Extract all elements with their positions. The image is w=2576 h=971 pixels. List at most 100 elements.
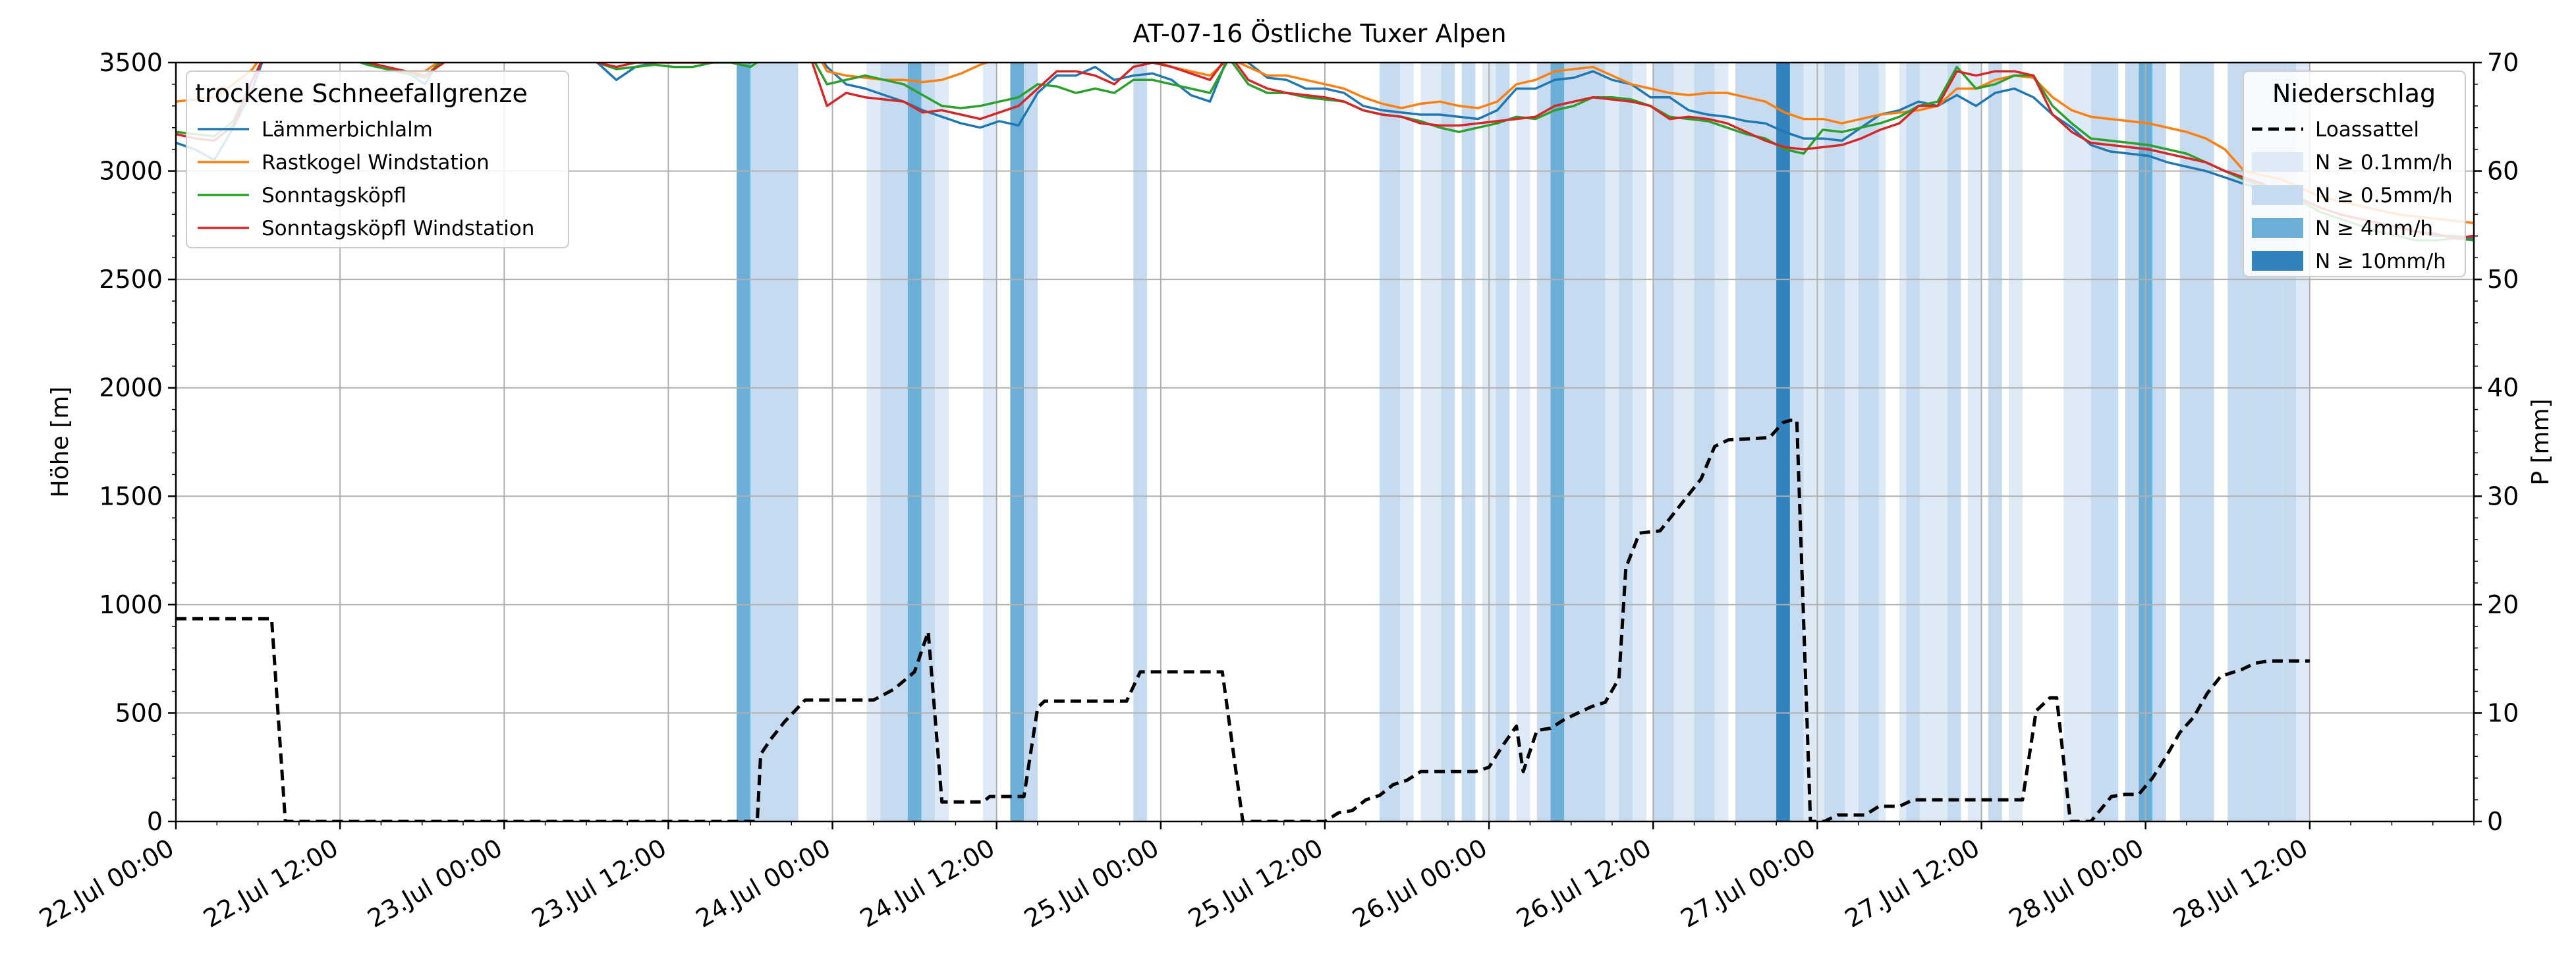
legend-snowline-label: Lämmerbichlalm bbox=[262, 118, 433, 142]
precip-band bbox=[2152, 63, 2166, 821]
precip-band bbox=[894, 63, 908, 821]
y-tick-label: 3000 bbox=[99, 157, 163, 186]
y-tick-label: 3500 bbox=[99, 48, 163, 77]
precip-band bbox=[1420, 63, 1442, 821]
series-layer bbox=[176, 63, 2474, 821]
y2-tick-label: 10 bbox=[2487, 698, 2519, 727]
y-tick-label: 1500 bbox=[99, 482, 163, 511]
precip-band bbox=[2227, 63, 2242, 821]
legend-precip-label: N ≥ 4mm/h bbox=[2315, 217, 2433, 240]
precip-band bbox=[1400, 63, 1414, 821]
series-line bbox=[595, 63, 2474, 240]
precip-band bbox=[1906, 63, 1920, 821]
precip-band bbox=[2104, 63, 2119, 821]
legend-snowline-entries: Lämmerbichlalm Rastkogel Windstation Sonnt… bbox=[198, 118, 534, 240]
series-line bbox=[176, 418, 2310, 821]
precip-band bbox=[921, 63, 936, 821]
legend-precip-label: N ≥ 0.5mm/h bbox=[2315, 184, 2453, 208]
precip-band bbox=[1496, 63, 1510, 821]
precip-band bbox=[1536, 63, 1551, 821]
precip-band bbox=[1564, 63, 1579, 821]
chart-title: AT-07-16 Östliche Tuxer Alpen bbox=[1133, 19, 1506, 48]
precip-band bbox=[1694, 63, 1715, 821]
y-tick-label: 1000 bbox=[99, 590, 163, 619]
y2-tick-label: 50 bbox=[2487, 265, 2519, 294]
precip-band bbox=[1673, 63, 1694, 821]
precip-band bbox=[982, 63, 997, 821]
precip-band bbox=[750, 63, 798, 821]
y-tick-label: 2500 bbox=[99, 265, 163, 294]
y2-tick-label: 60 bbox=[2487, 157, 2519, 186]
legend-precipitation: Niederschlag Loassattel N ≥ 0.1mm/h N ≥ 0.… bbox=[2243, 70, 2466, 277]
precip-band bbox=[907, 63, 922, 821]
precip-band bbox=[1824, 63, 1845, 821]
precip-band bbox=[1619, 63, 1633, 821]
legend-precip-label: N ≥ 10mm/h bbox=[2315, 250, 2446, 273]
precip-band bbox=[2090, 63, 2105, 821]
precip-band bbox=[1578, 63, 1606, 821]
precip-band bbox=[2125, 63, 2139, 821]
y2-axis-label: P [mm] bbox=[2527, 399, 2554, 485]
precip-band bbox=[1605, 63, 1619, 821]
precip-band bbox=[2179, 63, 2214, 821]
precip-band bbox=[1735, 63, 1756, 821]
y2-tick-label: 40 bbox=[2487, 374, 2519, 402]
y-tick-label: 2000 bbox=[99, 374, 163, 402]
precip-band bbox=[1858, 63, 1879, 821]
legend-snowline-label: Rastkogel Windstation bbox=[262, 151, 490, 175]
precip-band bbox=[1024, 63, 1038, 821]
precip-band bbox=[935, 63, 949, 821]
legend-snowline-box bbox=[186, 70, 569, 248]
precip-band bbox=[1516, 63, 1530, 821]
precip-band bbox=[2009, 63, 2023, 821]
legend-snowline-title: trockene Schneefallgrenze bbox=[195, 79, 528, 108]
legend-precip-swatch bbox=[2252, 251, 2303, 271]
precip-band bbox=[2077, 63, 2091, 821]
y2-tick-label: 70 bbox=[2487, 48, 2519, 77]
precip-band bbox=[1933, 63, 1947, 821]
precip-band bbox=[1653, 63, 1674, 821]
series-line bbox=[595, 63, 2474, 240]
precip-band bbox=[1756, 63, 1777, 821]
y2-tick-label: 20 bbox=[2487, 590, 2519, 619]
precip-band bbox=[1441, 63, 1455, 821]
precip-band bbox=[1967, 63, 1982, 821]
precip-band bbox=[1920, 63, 1934, 821]
legend-precip-label: N ≥ 0.1mm/h bbox=[2315, 151, 2453, 175]
precip-band bbox=[866, 63, 881, 821]
precip-band bbox=[1010, 63, 1024, 821]
precip-band bbox=[1899, 63, 1907, 821]
legend-precipitation-entries: Loassattel N ≥ 0.1mm/h N ≥ 0.5mm/h N ≥ 4mm/… bbox=[2252, 118, 2453, 273]
legend-precip-swatch bbox=[2252, 185, 2303, 205]
legend-precip-swatch bbox=[2252, 218, 2303, 238]
precip-band bbox=[1380, 63, 1401, 821]
y2-tick-label: 0 bbox=[2487, 807, 2503, 836]
precip-band bbox=[1878, 63, 1886, 821]
precip-band bbox=[737, 63, 750, 821]
precip-bands bbox=[737, 63, 2310, 821]
legend-snowline-label: Sonntagsköpfl Windstation bbox=[262, 217, 534, 240]
precip-band bbox=[1633, 63, 1646, 821]
precip-band bbox=[880, 63, 894, 821]
precip-band bbox=[1461, 63, 1476, 821]
y-tick-label: 500 bbox=[115, 698, 163, 727]
legend-snowline-label: Sonntagsköpfl bbox=[262, 184, 406, 208]
y2-tick-label: 30 bbox=[2487, 482, 2519, 511]
legend-precip-swatch bbox=[2252, 152, 2303, 172]
legend-snowline: trockene Schneefallgrenze Lämmerbichlalm… bbox=[186, 70, 569, 248]
precip-band bbox=[1776, 63, 1790, 821]
precip-band bbox=[1550, 63, 1565, 821]
legend-precip-label: Loassattel bbox=[2315, 118, 2419, 142]
y-axis-label: Höhe [m] bbox=[47, 387, 74, 498]
precip-band bbox=[1714, 63, 1729, 821]
y-tick-label: 0 bbox=[147, 807, 163, 836]
precip-band bbox=[1947, 63, 1961, 821]
precip-band bbox=[2063, 63, 2077, 821]
precip-band bbox=[1988, 63, 2002, 821]
precip-band bbox=[1844, 63, 1859, 821]
series-line bbox=[595, 63, 2474, 242]
legend-precipitation-title: Niederschlag bbox=[2272, 79, 2436, 108]
precip-band bbox=[1133, 63, 1148, 821]
